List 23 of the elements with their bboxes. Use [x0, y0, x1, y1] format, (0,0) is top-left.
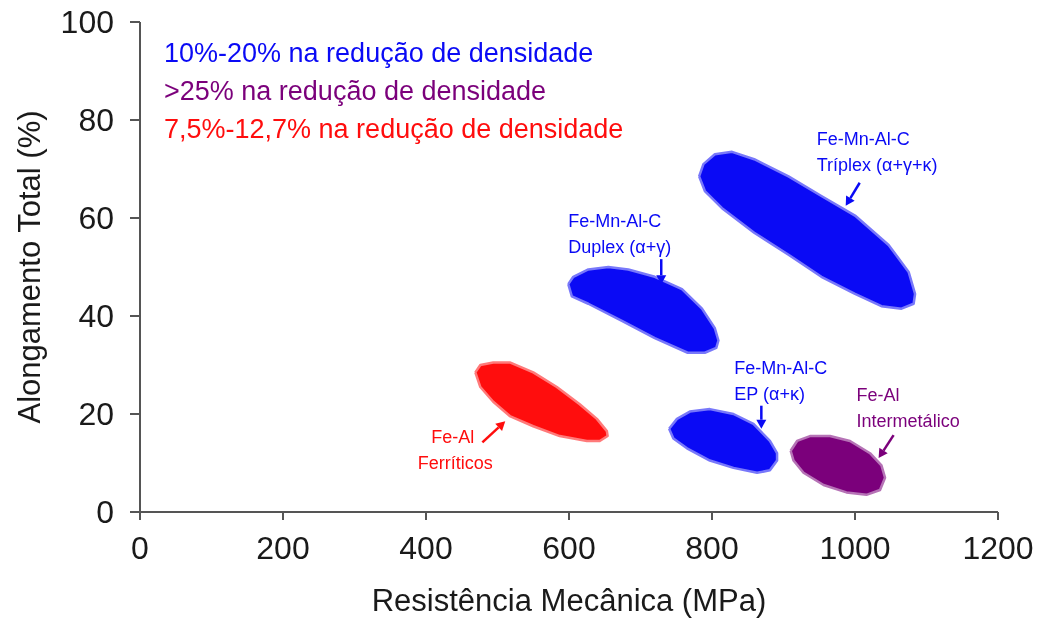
x-tick-label: 400	[399, 529, 453, 566]
text: 7,5%-12,7% na redução de densidade	[164, 113, 624, 146]
x-tick-label: 1200	[962, 529, 1034, 566]
x-tick-label: 200	[256, 529, 310, 566]
annotation: Fe-Al Intermetálico	[856, 385, 960, 432]
annotation: Fe-Mn-Al-C EP (α+κ)	[734, 357, 833, 404]
x-axis-title: Resistência Mecânica (MPa)	[371, 583, 767, 618]
x-tick-label: 600	[542, 529, 596, 566]
text: >25% na redução de densidade	[164, 75, 548, 108]
y-tick-label: 60	[78, 200, 114, 237]
annotation: Fe-Mn-Al-C Duplex (α+γ)	[568, 211, 672, 258]
x-tick-label: 800	[685, 529, 739, 566]
y-axis-title: Alongamento Total (%)	[12, 110, 48, 424]
y-tick-label: 100	[60, 4, 114, 41]
x-tick-label: 0	[131, 529, 149, 566]
y-tick-label: 40	[78, 298, 114, 335]
annotation: Fe-Mn-Al-C Tríplex (α+γ+κ)	[816, 128, 938, 175]
annotation: Fe-Al Ferríticos	[417, 427, 493, 474]
y-tick-label: 20	[78, 396, 114, 433]
text: 10%-20% na redução de densidade	[164, 37, 595, 70]
x-tick-label: 1000	[819, 529, 891, 566]
y-tick-label: 0	[96, 494, 114, 531]
y-tick-label: 80	[78, 102, 114, 139]
